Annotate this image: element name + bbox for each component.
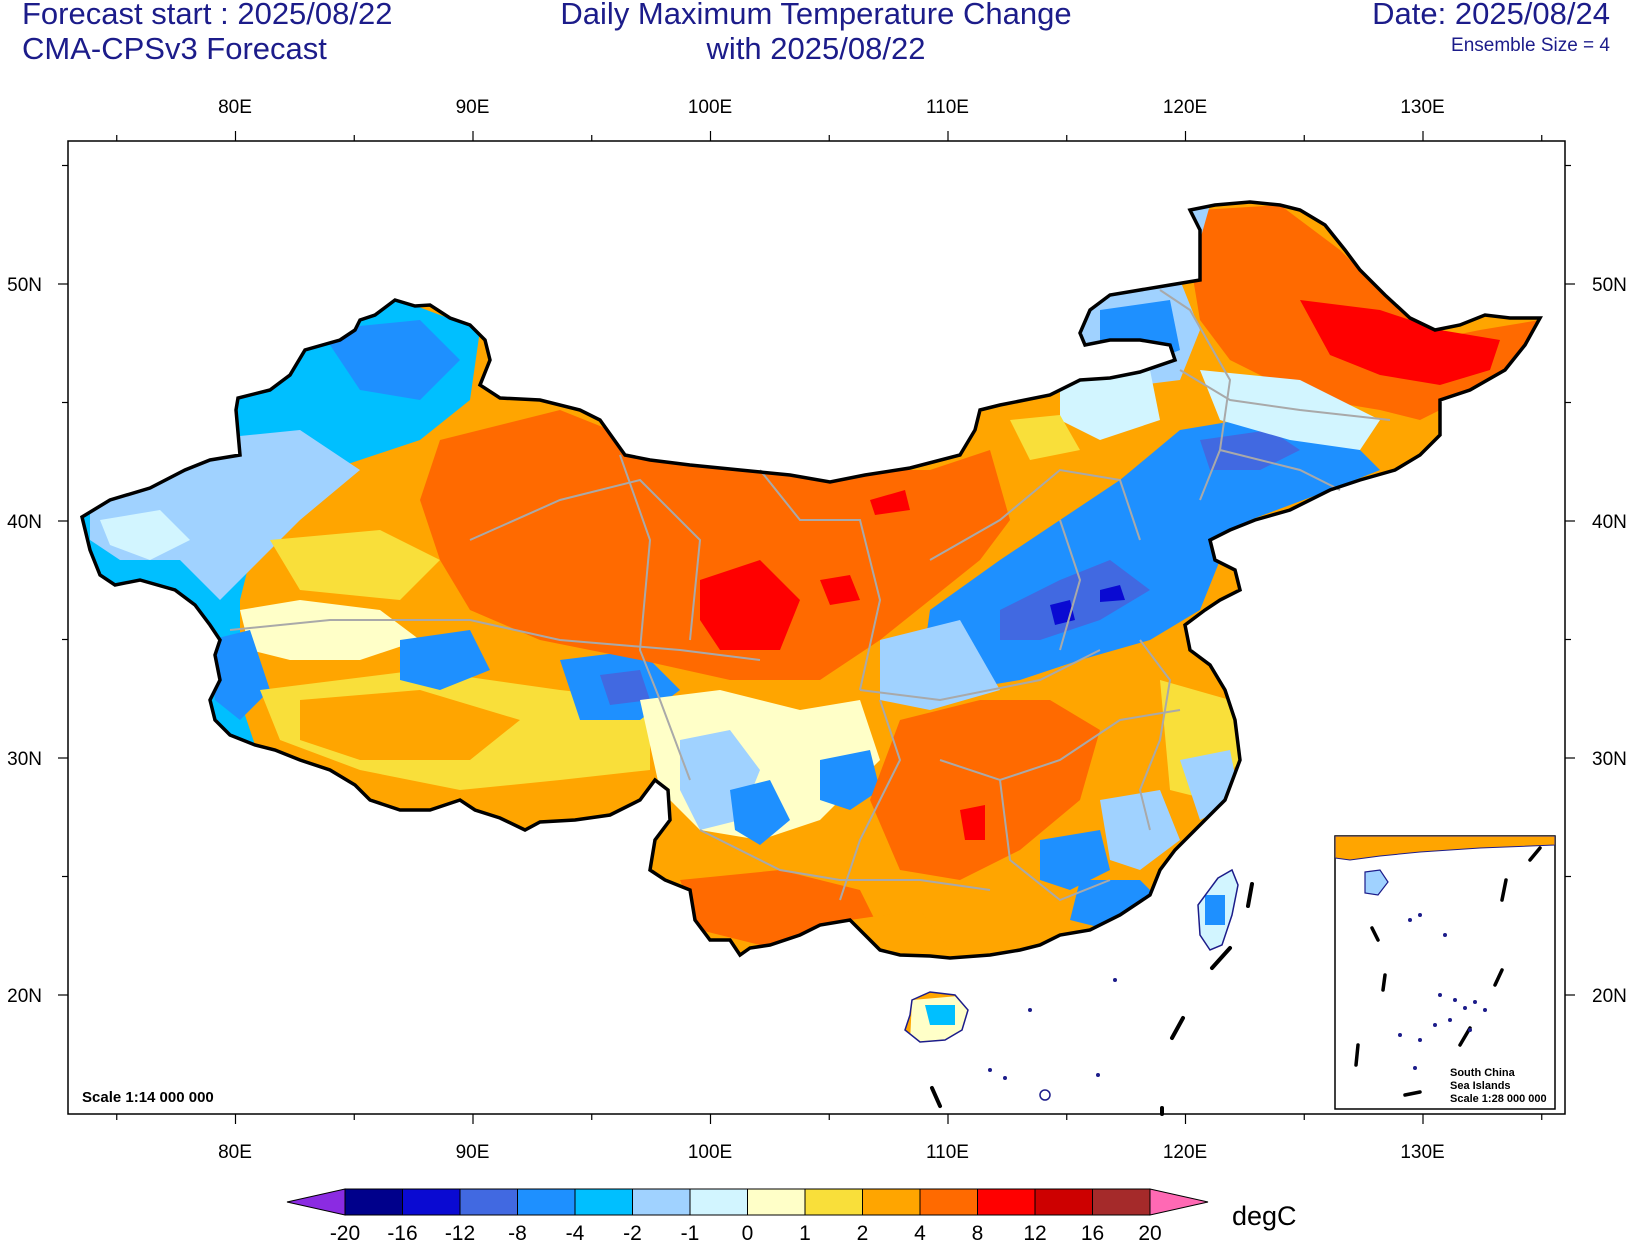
inset-label-line3: Scale 1:28 000 000 [1450, 1093, 1547, 1105]
lat-tick-label-right: 20N [1592, 986, 1627, 1007]
colorbar-segment [459, 1188, 518, 1216]
small-islands [988, 978, 1117, 1101]
colorbar-segment [977, 1188, 1036, 1216]
lat-tick-label-left: 40N [7, 512, 42, 533]
latitude-labels-left: 50N 40N 30N 20N [7, 275, 42, 1007]
ensemble-size-label: Ensemble Size = 4 [1451, 35, 1610, 56]
colorbar-segment [689, 1188, 748, 1216]
colorbar-level-label: 0 [742, 1222, 754, 1241]
colorbar-max-triangle [1149, 1188, 1209, 1216]
colorbar-level-label: 8 [972, 1222, 984, 1241]
lon-tick-label-bottom: 90E [456, 1142, 490, 1163]
colorbar-level-label: 4 [914, 1222, 926, 1241]
south-china-sea-inset: South China Sea Islands Scale 1:28 000 0… [1334, 835, 1556, 1110]
forecast-start-label: Forecast start : 2025/08/22 [22, 0, 393, 31]
map-scale-label: Scale 1:14 000 000 [82, 1089, 214, 1106]
colorbar-level-label: 2 [857, 1222, 869, 1241]
taiwan-outline [1197, 868, 1239, 951]
lon-tick-label-top: 110E [926, 97, 969, 118]
colorbar-segment [632, 1188, 691, 1216]
province-borders [229, 289, 1391, 902]
colorbar-level-label: -16 [387, 1222, 417, 1241]
lat-tick-label-left: 50N [7, 275, 42, 296]
chart-subtitle: with 2025/08/22 [706, 31, 926, 66]
lat-tick-label-left: 20N [7, 986, 42, 1007]
colorbar-level-label: 1 [799, 1222, 811, 1241]
china-border [79, 200, 1543, 960]
colorbar-level-label: -1 [681, 1222, 700, 1241]
axis-ticks [58, 131, 1575, 1124]
lon-tick-label-top: 130E [1400, 97, 1444, 118]
lat-tick-label-left: 30N [7, 749, 42, 770]
colorbar-segment [804, 1188, 863, 1216]
lon-tick-label-top: 90E [456, 97, 490, 118]
lon-tick-label-bottom: 120E [1163, 1142, 1207, 1163]
colorbar-segment [574, 1188, 633, 1216]
longitude-labels-bottom: 80E 90E 100E 110E 120E 130E [218, 1142, 1445, 1163]
lon-tick-label-bottom: 130E [1400, 1142, 1444, 1163]
colorbar-segment [919, 1188, 978, 1216]
colorbar-segment [344, 1188, 403, 1216]
lon-tick-label-bottom: 80E [218, 1142, 252, 1163]
lon-tick-label-top: 80E [218, 97, 252, 118]
chart-title: Daily Maximum Temperature Change [560, 0, 1072, 31]
lon-tick-label-top: 120E [1163, 97, 1207, 118]
valid-date-label: Date: 2025/08/24 [1372, 0, 1610, 31]
colorbar-level-label: 16 [1081, 1222, 1104, 1241]
lat-tick-label-right: 40N [1592, 512, 1627, 533]
maritime-boundary-dashes [930, 882, 1254, 1116]
colorbar-min-triangle [286, 1188, 346, 1216]
colorbar-level-label: 12 [1023, 1222, 1046, 1241]
model-name-label: CMA-CPSv3 Forecast [22, 31, 327, 66]
colorbar-unit-label: degC [1232, 1201, 1297, 1231]
colorbar-segment [747, 1188, 806, 1216]
lon-tick-label-bottom: 110E [926, 1142, 969, 1163]
hainan-outline [904, 991, 969, 1043]
lon-tick-label-top: 100E [688, 97, 732, 118]
colorbar-segment [862, 1188, 921, 1216]
lat-tick-label-right: 50N [1592, 275, 1627, 296]
colorbar-level-label: -20 [330, 1222, 360, 1241]
colorbar-segment [1092, 1188, 1151, 1216]
colorbar-segment [1034, 1188, 1093, 1216]
inset-label-line2: Sea Islands [1450, 1080, 1511, 1092]
lon-tick-label-bottom: 100E [688, 1142, 732, 1163]
longitude-labels-top: 80E 90E 100E 110E 120E 130E [218, 97, 1445, 118]
lat-tick-label-right: 30N [1592, 749, 1627, 770]
colorbar-level-label: -12 [445, 1222, 475, 1241]
latitude-labels-right: 50N 40N 30N 20N [1592, 275, 1627, 1007]
colorbar: -20 -16 -12 -8 -4 -2 -1 0 1 2 4 8 12 16 20 [286, 1188, 1209, 1241]
colorbar-level-label: -4 [566, 1222, 585, 1241]
colorbar-segment [517, 1188, 576, 1216]
colorbar-level-label: -8 [508, 1222, 527, 1241]
inset-label-line1: South China [1450, 1067, 1516, 1079]
colorbar-level-label: -2 [623, 1222, 642, 1241]
colorbar-level-label: 20 [1138, 1222, 1161, 1241]
colorbar-segment [402, 1188, 461, 1216]
